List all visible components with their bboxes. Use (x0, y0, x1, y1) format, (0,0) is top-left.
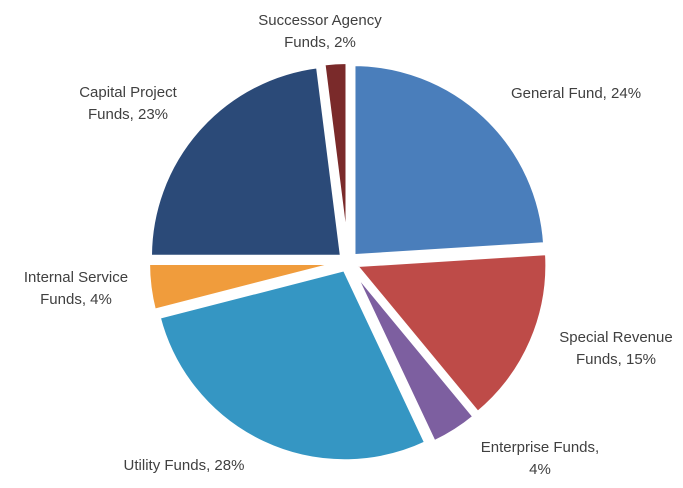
pie-label-line: Internal Service (24, 269, 128, 286)
pie-labels: General Fund, 24% Special Revenue Funds, 1… (24, 12, 673, 478)
pie-label-1: Special Revenue Funds, 15% (559, 329, 672, 368)
pie-label-line: Special Revenue (559, 329, 672, 346)
pie-slice-6 (321, 60, 350, 257)
pie-slice-1 (353, 251, 550, 416)
pie-label-3: Utility Funds, 28% (124, 457, 245, 474)
pie-label-line: Funds, 23% (88, 106, 168, 123)
pie-label-2: Enterprise Funds, 4% (481, 439, 599, 478)
pie-label-line: Successor Agency (258, 12, 382, 29)
pie-label-line: Capital Project (79, 84, 177, 101)
pie-label-4: Internal Service Funds, 4% (24, 269, 128, 308)
pie-label-line: Enterprise Funds, (481, 439, 599, 456)
pie-label-5: Capital Project Funds, 23% (79, 84, 177, 123)
pie-slice-5 (147, 64, 344, 259)
pie-label-line: Funds, 4% (40, 291, 112, 308)
pie-label-line: 4% (529, 461, 551, 478)
pie-label-line: Funds, 15% (576, 351, 656, 368)
pie-label-6: Successor Agency Funds, 2% (258, 12, 382, 51)
pie-slices (146, 60, 550, 464)
pie-slice-3 (156, 267, 429, 464)
pie-label-line: Utility Funds, 28% (124, 457, 245, 474)
pie-label-line: General Fund, 24% (511, 85, 641, 102)
pie-label-line: Funds, 2% (284, 34, 356, 51)
pie-slice-0 (351, 62, 548, 259)
pie-slice-2 (350, 266, 477, 445)
pie-slice-4 (146, 261, 343, 313)
pie-label-0: General Fund, 24% (511, 85, 641, 102)
